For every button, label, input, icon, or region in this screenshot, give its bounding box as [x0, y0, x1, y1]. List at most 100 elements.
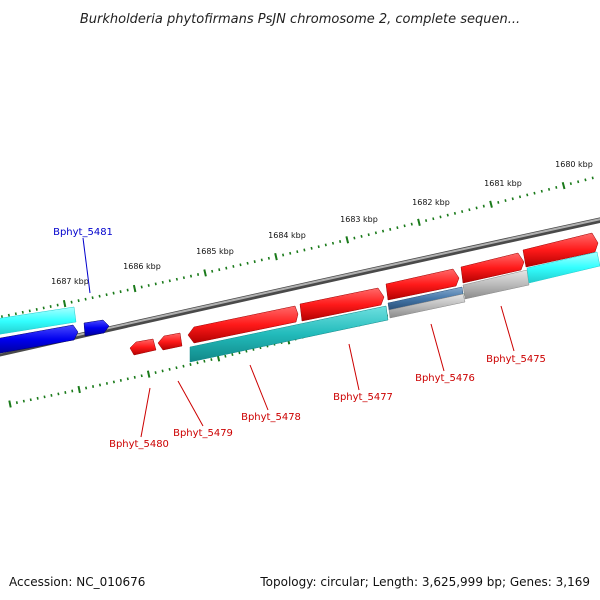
upper-ruler-tick-63: [439, 215, 442, 219]
upper-ruler-tick-56: [389, 227, 392, 231]
leader-bphyt-5475: [500, 305, 515, 352]
upper-ruler-tick-30: [203, 269, 207, 277]
gene-left-reverse-arrow[interactable]: [0, 324, 79, 354]
ruler-label-1687: 1687 kbp: [51, 277, 89, 286]
gene-label-bphyt-5476[interactable]: Bphyt_5476: [415, 373, 475, 384]
upper-ruler-tick-49: [339, 240, 342, 243]
lower-ruler-tick-28: [203, 359, 206, 363]
lower-ruler-tick-23: [168, 367, 171, 371]
gene-label-bphyt-5478[interactable]: Bphyt_5478: [241, 412, 301, 423]
gene-bphyt-5481-arrow[interactable]: [83, 319, 110, 337]
lower-ruler-tick-10: [77, 385, 81, 394]
upper-ruler-tick-33: [225, 266, 228, 270]
ruler-label-1686: 1686 kbp: [123, 262, 161, 271]
upper-ruler-tick-9: [56, 303, 59, 307]
upper-ruler-tick-19: [126, 288, 129, 292]
left-genes: [0, 306, 110, 354]
upper-ruler-tick-25: [168, 279, 171, 283]
upper-ruler-tick-8: [49, 305, 52, 308]
upper-ruler-tick-79: [555, 186, 558, 189]
upper-ruler-tick-36: [246, 261, 249, 265]
cds-teal-1: [189, 305, 389, 363]
forward-genes: [129, 232, 599, 356]
ruler-labels: 1680 kbp 1681 kbp 1682 kbp 1683 kbp 1684…: [51, 160, 593, 286]
lower-ruler-tick-16: [119, 378, 122, 382]
upper-ruler-tick-70: [489, 200, 493, 208]
upper-ruler-tick-6: [35, 307, 38, 311]
lower-ruler-tick-19: [140, 374, 143, 378]
lower-ruler-tick-31: [224, 354, 227, 358]
lower-ruler-tick-6: [50, 393, 53, 397]
cds-grey-2: [462, 269, 530, 300]
upper-ruler-tick-67: [468, 208, 471, 212]
gene-bphyt-5479-arrow[interactable]: [187, 305, 299, 344]
accession-text: Accession: NC_010676: [9, 575, 145, 589]
upper-ruler-tick-77: [540, 189, 543, 193]
upper-ruler-tick-61: [425, 219, 428, 222]
lower-ruler-tick-12: [92, 385, 95, 388]
lower-ruler-tick-22: [161, 369, 164, 373]
upper-ruler-tick-66: [461, 210, 464, 214]
gene-label-bphyt-5481[interactable]: Bphyt_5481: [53, 227, 113, 238]
leader-bphyt-5481: [82, 237, 91, 294]
lower-ruler-tick-18: [133, 375, 136, 379]
upper-ruler-tick-48: [331, 241, 335, 245]
gene-bphyt-5477-arrow[interactable]: [385, 268, 460, 301]
upper-ruler-tick-27: [182, 276, 185, 280]
leader-lines: [82, 237, 515, 438]
upper-ruler-tick-10: [62, 299, 67, 308]
upper-ruler-tick-23: [154, 282, 157, 286]
upper-ruler-tick-28: [189, 274, 193, 278]
upper-ruler-tick-72: [504, 199, 507, 202]
upper-ruler-tick-12: [77, 299, 80, 303]
gene-label-bphyt-5477[interactable]: Bphyt_5477: [333, 392, 393, 403]
gene-bphyt-5478-arrow[interactable]: [299, 287, 385, 322]
gene-label-bphyt-5480[interactable]: Bphyt_5480: [109, 439, 169, 450]
upper-ruler-tick-5: [28, 309, 31, 313]
upper-ruler-tick-65: [453, 211, 457, 215]
upper-ruler-tick-35: [239, 263, 242, 267]
cds-cyan-left: [0, 306, 77, 335]
upper-ruler-tick-24: [161, 280, 164, 284]
upper-ruler-tick-46: [317, 245, 320, 249]
upper-ruler-tick-76: [533, 191, 536, 195]
upper-ruler-tick-26: [175, 277, 178, 281]
lower-ruler-tick-2: [22, 399, 25, 403]
leader-bphyt-5480: [140, 387, 151, 438]
upper-ruler-tick-29: [197, 273, 200, 276]
ruler-label-1682: 1682 kbp: [412, 198, 450, 207]
upper-ruler-tick-52: [360, 234, 363, 238]
lower-ruler-tick-20: [146, 370, 151, 378]
upper-ruler-tick-43: [296, 250, 299, 254]
upper-ruler-tick-15: [98, 294, 101, 298]
lower-ruler-tick-32: [231, 353, 234, 356]
gene-bphyt-5475-arrow[interactable]: [522, 232, 599, 268]
lower-ruler-tick-8: [64, 391, 67, 394]
upper-ruler-tick-38: [260, 258, 263, 262]
lower-ruler-tick-14: [105, 382, 108, 385]
lower-ruler-tick-17: [126, 377, 129, 381]
upper-ruler-tick-44: [303, 248, 306, 252]
upper-ruler-tick-78: [547, 187, 551, 191]
upper-ruler-tick-34: [232, 265, 235, 268]
upper-ruler: [0, 176, 594, 319]
leader-bphyt-5479: [177, 380, 204, 427]
gene-label-bphyt-5475[interactable]: Bphyt_5475: [486, 354, 546, 365]
gene-bphyt-5480-arrow-a[interactable]: [157, 332, 183, 351]
upper-ruler-tick-1: [0, 315, 3, 319]
upper-ruler-tick-18: [119, 290, 122, 294]
gene-label-bphyt-5479[interactable]: Bphyt_5479: [173, 428, 233, 439]
upper-ruler-tick-84: [591, 176, 594, 180]
lower-ruler-tick-9: [71, 389, 74, 393]
upper-ruler-tick-42: [289, 251, 292, 255]
upper-ruler-tick-57: [396, 226, 399, 230]
cds-grey-1: [388, 293, 466, 319]
upper-ruler-tick-74: [518, 195, 522, 199]
gene-bphyt-5476-arrow[interactable]: [460, 252, 525, 284]
gene-bphyt-5480-arrow-b[interactable]: [129, 338, 157, 356]
upper-ruler-tick-69: [482, 204, 485, 208]
upper-ruler-tick-82: [577, 180, 580, 184]
upper-ruler-tick-37: [253, 260, 256, 264]
ruler-label-1680: 1680 kbp: [555, 160, 593, 169]
upper-ruler-tick-20: [132, 284, 137, 293]
